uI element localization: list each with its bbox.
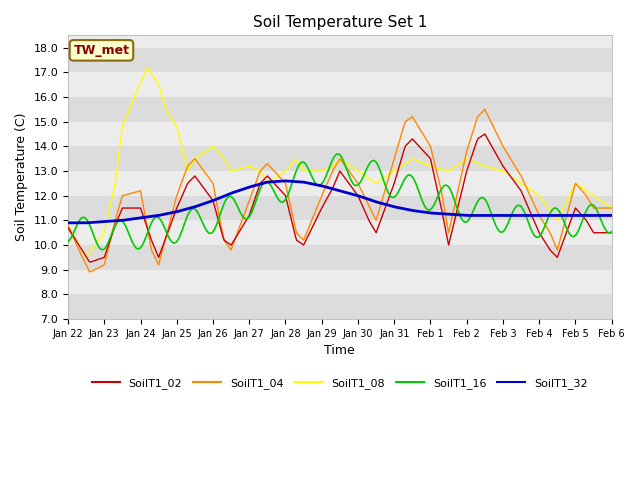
Bar — [68, 72, 612, 97]
Bar — [68, 245, 612, 270]
Bar — [68, 294, 612, 319]
Bar — [68, 97, 612, 122]
Bar — [68, 196, 612, 220]
Bar — [68, 171, 612, 196]
X-axis label: Time: Time — [324, 344, 355, 357]
Bar — [68, 220, 612, 245]
Y-axis label: Soil Temperature (C): Soil Temperature (C) — [15, 113, 28, 241]
Title: Soil Temperature Set 1: Soil Temperature Set 1 — [253, 15, 427, 30]
Bar — [68, 48, 612, 72]
Text: TW_met: TW_met — [74, 44, 129, 57]
Legend: SoilT1_02, SoilT1_04, SoilT1_08, SoilT1_16, SoilT1_32: SoilT1_02, SoilT1_04, SoilT1_08, SoilT1_… — [88, 373, 592, 393]
Bar — [68, 270, 612, 294]
Bar — [68, 146, 612, 171]
Bar — [68, 122, 612, 146]
